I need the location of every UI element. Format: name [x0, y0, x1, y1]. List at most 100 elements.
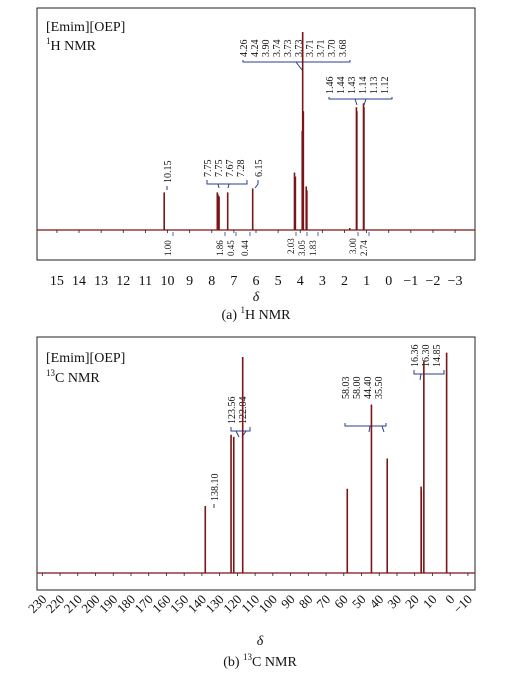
x-tick-label: 90 — [278, 592, 298, 612]
integral-label: 0.45 — [226, 240, 236, 256]
x-tick-label: 80 — [296, 592, 316, 612]
peak-label-group-16: 16.36 16.30 14.85 — [410, 345, 443, 368]
peak-label: 3.74 — [272, 40, 283, 58]
panel-a-caption: (a) 1H NMR — [221, 305, 291, 323]
x-tick-label: 4 — [297, 274, 304, 289]
peak-label: 1.43 — [347, 77, 358, 95]
integral-label: 3.05 — [297, 240, 307, 256]
x-tick-label: 100 — [256, 592, 280, 616]
peak-label: 35.50 — [374, 377, 385, 400]
panel-a-compound-label: [Emim][OEP] — [46, 20, 125, 35]
bracket — [242, 60, 351, 71]
integral-label: 1.83 — [308, 240, 318, 256]
x-tick-label: 10 — [420, 592, 440, 612]
integral-label: 2.74 — [359, 240, 369, 256]
peak-label: 6.15 — [254, 160, 265, 178]
bracket — [206, 180, 248, 189]
panel-b-x-ticks: 2302202102001901801701601501401301201101… — [25, 573, 475, 617]
panel-b-caption: (b) 13C NMR — [223, 652, 297, 670]
bracket — [328, 97, 393, 106]
x-tick-label: 8 — [208, 274, 215, 289]
x-tick-label: −2 — [426, 274, 441, 289]
x-tick-label: 30 — [384, 592, 404, 612]
peak-label: 3.73 — [283, 40, 294, 58]
x-tick-label: 6 — [253, 274, 260, 289]
peak-label: 4.26 — [239, 40, 250, 58]
x-tick-label: −3 — [448, 274, 463, 289]
x-tick-label: −10 — [450, 592, 475, 617]
x-tick-label: 1 — [363, 274, 370, 289]
integral-label: 3.00 — [348, 238, 358, 254]
peak-label: 4.24 — [250, 40, 261, 58]
integral-label: 2.03 — [286, 238, 296, 254]
peak-label: 14.85 — [432, 345, 443, 368]
x-tick-label: 10 — [161, 274, 175, 289]
peak-label: 1.12 — [380, 77, 391, 95]
x-tick-label: 7 — [230, 274, 237, 289]
peak-label: 7.75 — [203, 160, 214, 178]
bracket — [413, 370, 445, 381]
peak-label: 1.46 — [325, 77, 336, 95]
x-tick-label: 14 — [72, 274, 86, 289]
peak-label: 1.13 — [369, 77, 380, 95]
peak-label: 3.90 — [261, 40, 272, 58]
panel-a-plot — [37, 32, 475, 231]
x-tick-label: 60 — [331, 592, 351, 612]
panel-b-nucleus-label: 13C NMR — [46, 368, 100, 386]
peak-label: 44.40 — [363, 377, 374, 400]
peak-label: 3.70 — [327, 40, 338, 58]
panel-b-frame — [36, 336, 476, 591]
integral-ticks — [172, 232, 370, 236]
panel-h-nmr: [Emim][OEP] 1H NMR 10.15 7.75 7.75 7.67 … — [36, 7, 476, 323]
x-tick-label: 20 — [402, 592, 422, 612]
panel-b-label-brackets — [213, 370, 445, 508]
peak-label-group-4-ppm: 4.26 4.24 3.90 3.74 3.73 3.73 3.71 3.71 … — [239, 40, 349, 58]
peak-label-group-1-ppm: 1.46 1.44 1.43 1.14 1.13 1.12 — [325, 77, 391, 95]
peak-label: 3.71 — [305, 40, 316, 58]
peak-label: 16.36 — [410, 345, 421, 368]
peak-label-group-58: 58.03 58.00 44.40 35.50 — [341, 377, 385, 400]
panel-b-peak-labels: 138.10 123.56 122.04 58.03 58.00 44.40 3… — [210, 345, 443, 502]
x-tick-label: 40 — [367, 592, 387, 612]
x-tick-label: 2 — [341, 274, 348, 289]
peak-label-group-123: 123.56 122.04 — [227, 397, 249, 425]
x-tick-label: 11 — [139, 274, 152, 289]
peak-label: 3.68 — [338, 40, 349, 58]
panel-b-compound-label: [Emim][OEP] — [46, 351, 125, 366]
integral-label: 1.86 — [215, 240, 225, 256]
bracket — [254, 180, 259, 189]
x-tick-label: 0 — [385, 274, 392, 289]
panel-a-frame — [36, 7, 476, 261]
integral-label: 0.44 — [240, 240, 250, 256]
peak-label: 7.67 — [225, 160, 236, 178]
x-tick-label: 50 — [349, 592, 369, 612]
peak-label-group-10-15: 10.15 — [163, 161, 174, 184]
x-tick-label: 5 — [275, 274, 282, 289]
x-tick-label: 70 — [313, 592, 333, 612]
peak-label: 7.75 — [214, 160, 225, 178]
peak-label: 10.15 — [163, 161, 174, 184]
peak-label: 58.03 — [341, 377, 352, 400]
peak-label: 3.73 — [294, 40, 305, 58]
peak-label: 138.10 — [210, 474, 221, 502]
panel-b-plot — [37, 352, 475, 574]
panel-a-label-brackets — [166, 60, 393, 190]
panel-a-x-axis-label: δ — [253, 290, 260, 305]
peak-label: 58.00 — [352, 377, 363, 400]
panel-a-integrals: 1.00 1.86 0.45 0.44 2.03 3.05 1.83 3.00 … — [163, 232, 370, 256]
peak-label-group-138: 138.10 — [210, 474, 221, 502]
panel-a-peak-labels: 10.15 7.75 7.75 7.67 7.28 6.15 4.26 4.24… — [163, 40, 391, 184]
x-tick-label: 3 — [319, 274, 326, 289]
peak-label: 3.71 — [316, 40, 327, 58]
bracket — [230, 427, 251, 438]
panel-b-x-axis-label: δ — [257, 634, 264, 649]
peak-label: 123.56 — [227, 397, 238, 425]
peak-label: 1.14 — [358, 77, 369, 95]
x-tick-label: 12 — [116, 274, 130, 289]
x-tick-label: −1 — [403, 274, 418, 289]
x-tick-label: 13 — [94, 274, 108, 289]
peak-label: 7.28 — [236, 160, 247, 178]
bracket — [344, 423, 387, 433]
